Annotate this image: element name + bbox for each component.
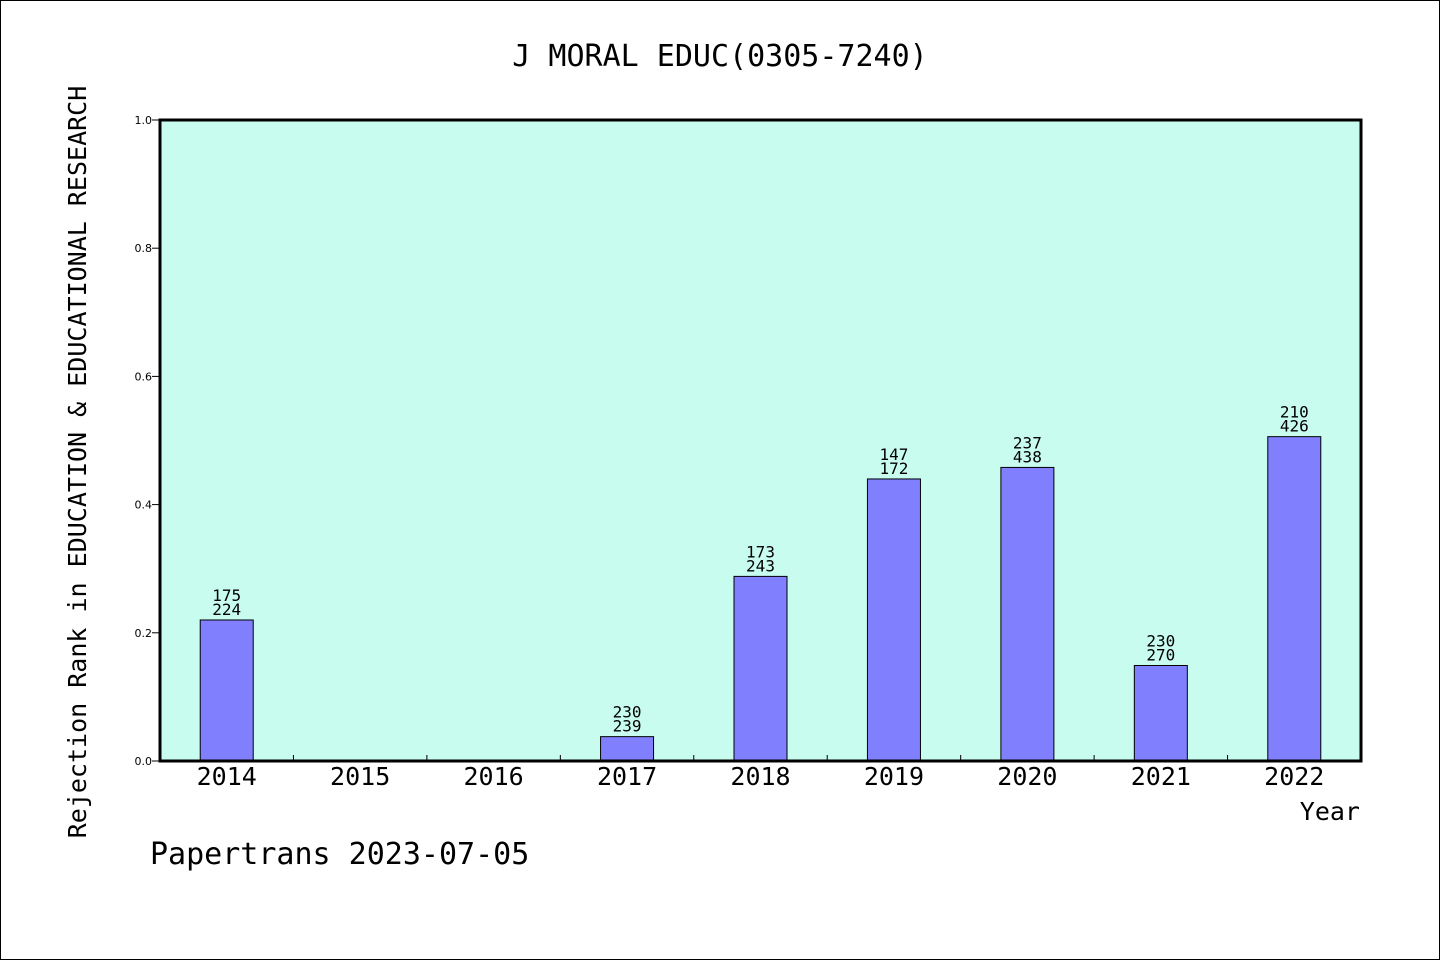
- bar-label-top: 175: [212, 586, 241, 605]
- bars-group: 1752242302391732431471722374382302702104…: [199, 403, 1322, 762]
- x-tick-label: 2017: [597, 762, 657, 791]
- y-tick-label: 0.8: [135, 242, 153, 255]
- plot-border: [158, 118, 1363, 763]
- x-tick-label: 2021: [1131, 762, 1191, 791]
- bar-label-top: 173: [746, 542, 775, 561]
- y-axis-label: Rejection Rank in EDUCATION & EDUCATIONA…: [63, 86, 92, 839]
- bar-label-bottom: 270: [1146, 645, 1175, 664]
- x-tick-label: 2014: [197, 762, 257, 791]
- bar-label-top: 237: [1013, 433, 1042, 452]
- bar-label-bottom: 426: [1280, 417, 1309, 436]
- x-axis: 2014 2015 2016 2017 2018 2019 2020 2021 2022: [197, 755, 1324, 791]
- x-tick-label: 2018: [730, 762, 790, 791]
- bar-2021: [1133, 664, 1188, 762]
- bar-2018: [733, 575, 788, 762]
- x-tick-label: 2016: [464, 762, 524, 791]
- y-tick-label: 0.6: [135, 370, 153, 383]
- bar-label-bottom: 438: [1013, 447, 1042, 466]
- y-axis: 0.0 0.2 0.4 0.6 0.8 1.0: [135, 114, 160, 768]
- x-tick-label: 2015: [330, 762, 390, 791]
- y-tick-label: 0.2: [135, 627, 153, 640]
- bar-label-top: 147: [879, 445, 908, 464]
- x-tick-label: 2022: [1264, 762, 1324, 791]
- bar-label-top: 230: [1146, 631, 1175, 650]
- x-tick-label: 2019: [864, 762, 924, 791]
- bar-label-bottom: 224: [212, 600, 241, 619]
- bar-2020: [1000, 466, 1055, 762]
- bar-2017: [600, 736, 655, 762]
- y-tick-label: 0.0: [135, 755, 153, 768]
- bar-label-bottom: 239: [613, 717, 642, 736]
- bar-label-bottom: 243: [746, 556, 775, 575]
- x-axis-label: Year: [1300, 797, 1360, 826]
- bar-2022: [1267, 436, 1322, 762]
- bar-2019: [866, 478, 921, 762]
- x-tick-label: 2020: [997, 762, 1057, 791]
- bar-label-top: 210: [1280, 403, 1309, 422]
- footer-text: Papertrans 2023-07-05: [150, 837, 529, 872]
- chart-title: J MORAL EDUC(0305-7240): [512, 39, 927, 74]
- y-tick-label: 1.0: [135, 114, 153, 127]
- bar-2014: [199, 619, 254, 762]
- bar-label-top: 230: [613, 703, 642, 722]
- bar-label-bottom: 172: [879, 459, 908, 478]
- y-tick-label: 0.4: [135, 499, 153, 512]
